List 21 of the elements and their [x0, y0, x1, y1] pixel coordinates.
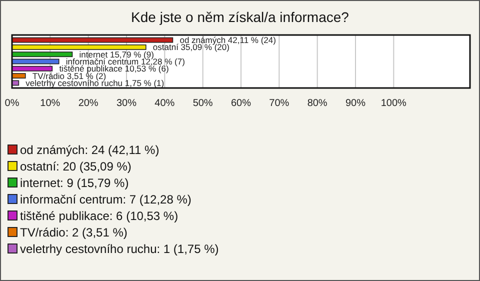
x-tick-label: 10%: [40, 98, 60, 109]
text: tištěné publikace: 6 (10,53 %): [20, 209, 178, 223]
text: internet: 9 (15,79 %): [20, 176, 129, 190]
x-tick-label: 100%: [380, 98, 407, 109]
x-tick-label: 60%: [230, 98, 252, 109]
text: ostatní: 20 (35,09 %): [20, 160, 132, 174]
x-tick-label: 20%: [78, 98, 98, 109]
x-tick-label: 40%: [154, 98, 175, 109]
x-tick-label: 90%: [345, 98, 366, 109]
bar: [12, 58, 60, 64]
x-tick-label: 0%: [4, 98, 20, 109]
text: TV/rádio: 2 (3,51 %): [20, 226, 128, 240]
x-tick-label: 50%: [192, 98, 213, 109]
chart-title: Kde jste o něm získal/a informace?: [131, 9, 350, 25]
text: informační centrum: 7 (12,28 %): [20, 192, 192, 206]
text: od známých: 24 (42,11 %): [20, 143, 160, 157]
x-tick-label: 30%: [116, 98, 137, 109]
x-tick-label: 80%: [307, 98, 328, 109]
text: veletrhy cestovního ruchu: 1 (1,75 %): [20, 242, 219, 256]
x-tick-label: 70%: [269, 98, 290, 109]
data-label: internet 15,79 % (9): [79, 49, 154, 60]
